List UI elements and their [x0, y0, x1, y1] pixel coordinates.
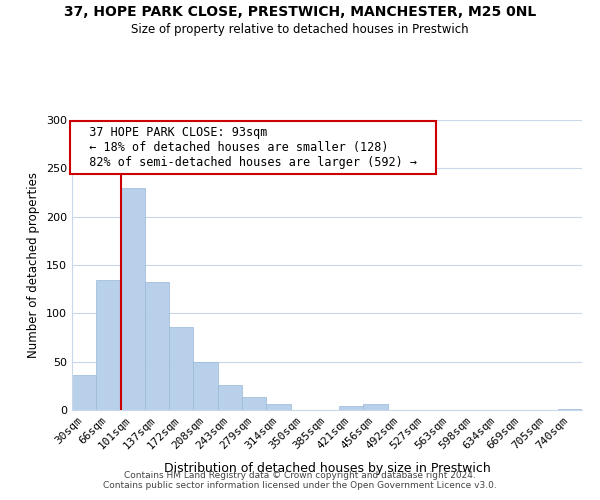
- Bar: [558, 409, 582, 410]
- Bar: [266, 404, 290, 410]
- Bar: [169, 327, 193, 410]
- Bar: [96, 280, 121, 410]
- Text: Size of property relative to detached houses in Prestwich: Size of property relative to detached ho…: [131, 22, 469, 36]
- Y-axis label: Number of detached properties: Number of detached properties: [28, 172, 40, 358]
- X-axis label: Distribution of detached houses by size in Prestwich: Distribution of detached houses by size …: [164, 462, 490, 474]
- Text: 37 HOPE PARK CLOSE: 93sqm
  ← 18% of detached houses are smaller (128)
  82% of : 37 HOPE PARK CLOSE: 93sqm ← 18% of detac…: [74, 126, 431, 169]
- Bar: [121, 188, 145, 410]
- Bar: [72, 375, 96, 410]
- Text: Contains HM Land Registry data © Crown copyright and database right 2024.
Contai: Contains HM Land Registry data © Crown c…: [103, 470, 497, 490]
- Bar: [364, 404, 388, 410]
- Bar: [218, 385, 242, 410]
- Bar: [242, 398, 266, 410]
- Bar: [145, 282, 169, 410]
- Bar: [193, 362, 218, 410]
- Bar: [339, 406, 364, 410]
- Text: 37, HOPE PARK CLOSE, PRESTWICH, MANCHESTER, M25 0NL: 37, HOPE PARK CLOSE, PRESTWICH, MANCHEST…: [64, 5, 536, 19]
